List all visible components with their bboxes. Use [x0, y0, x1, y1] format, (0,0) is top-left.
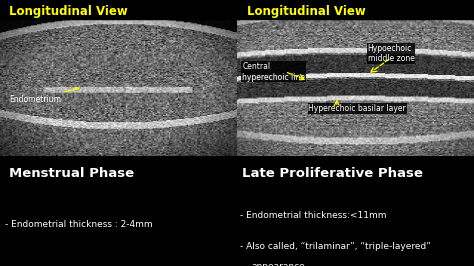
Bar: [237, 0, 474, 19]
Text: - Endometrial thickness : 2-4mm: - Endometrial thickness : 2-4mm: [5, 220, 152, 229]
Text: - Also called, “trilaminar”, “triple-layered”: - Also called, “trilaminar”, “triple-lay…: [240, 242, 431, 251]
Text: appearance: appearance: [252, 261, 305, 266]
Text: Late Proliferative Phase: Late Proliferative Phase: [242, 167, 423, 180]
Text: Longitudinal View: Longitudinal View: [247, 5, 365, 18]
Text: Hyperechoic basilar layer: Hyperechoic basilar layer: [309, 104, 406, 113]
Text: Endometrium: Endometrium: [9, 88, 79, 104]
Text: Central
hyperechoic line: Central hyperechoic line: [242, 62, 305, 82]
Text: Longitudinal View: Longitudinal View: [9, 5, 128, 18]
Text: Hypoechoic
middle zone: Hypoechoic middle zone: [367, 44, 414, 63]
Bar: [0, 0, 237, 19]
Text: - Endometrial thickness:<11mm: - Endometrial thickness:<11mm: [240, 211, 386, 220]
Text: Menstrual Phase: Menstrual Phase: [9, 167, 135, 180]
